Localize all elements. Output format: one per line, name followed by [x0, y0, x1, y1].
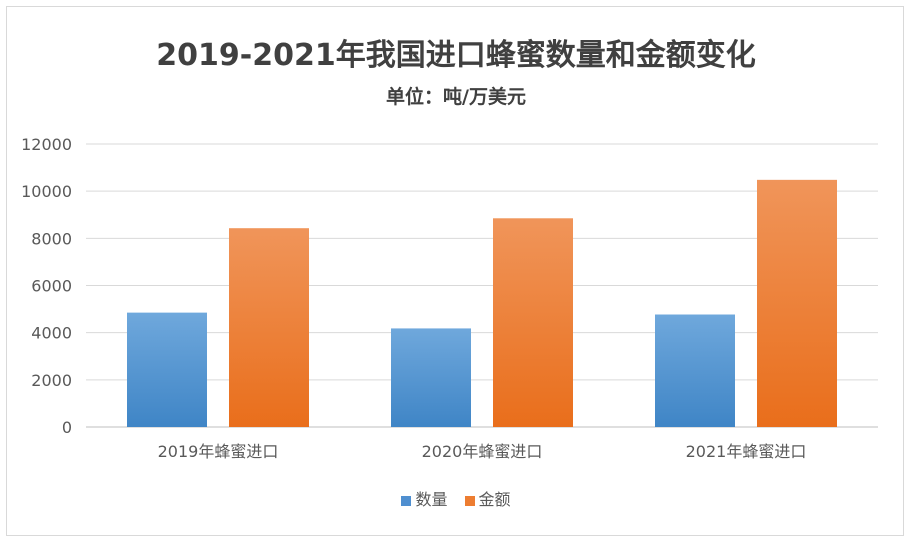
legend-swatch-quantity [401, 495, 412, 506]
legend-item-amount: 金额 [464, 486, 511, 510]
bar-quantity [127, 312, 207, 427]
y-tick-label: 6000 [31, 277, 72, 296]
x-category-label: 2019年蜂蜜进口 [158, 442, 279, 461]
y-tick-label: 4000 [31, 324, 72, 343]
y-tick-label: 2000 [31, 371, 72, 390]
y-tick-label: 12000 [21, 135, 72, 154]
bar-amount [229, 228, 309, 427]
y-tick-label: 10000 [21, 182, 72, 201]
chart-legend: 数量 金额 [0, 486, 912, 510]
y-tick-label: 8000 [31, 229, 72, 248]
legend-item-quantity: 数量 [401, 486, 447, 510]
chart-frame [6, 6, 904, 536]
y-tick-label: 0 [62, 418, 72, 437]
legend-label-amount: 金额 [478, 490, 511, 509]
x-category-label: 2020年蜂蜜进口 [422, 442, 543, 461]
legend-swatch-amount [464, 495, 475, 506]
x-category-label: 2021年蜂蜜进口 [686, 442, 807, 461]
legend-label-quantity: 数量 [415, 490, 448, 509]
bar-quantity [391, 328, 471, 427]
chart-subtitle: 单位：吨/万美元 [386, 86, 526, 108]
bar-amount [757, 179, 837, 427]
bar-amount [493, 218, 573, 427]
chart-title: 2019-2021年我国进口蜂蜜数量和金额变化 [156, 38, 756, 73]
bar-quantity [655, 314, 735, 427]
